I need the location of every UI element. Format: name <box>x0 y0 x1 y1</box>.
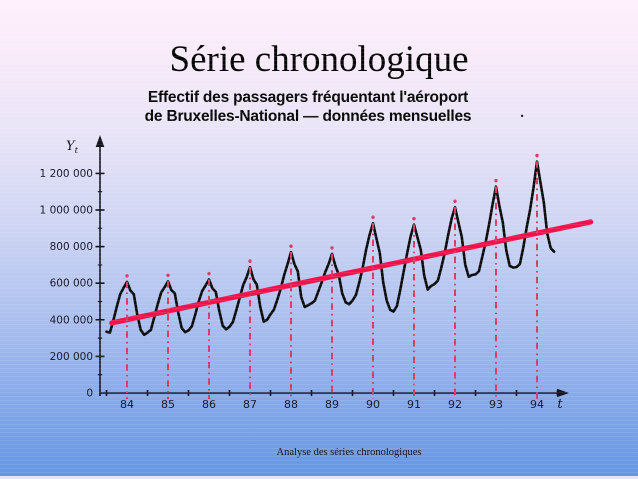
peak-dot <box>535 153 539 158</box>
x-tick-label: 94 <box>530 398 544 411</box>
y-tick-label: 1 000 000 <box>40 205 93 217</box>
chart-subtitle: Effectif des passagers fréquentant l'aér… <box>0 88 627 126</box>
peak-dot <box>453 199 457 203</box>
x-tick-label: 85 <box>161 398 175 411</box>
page-title: Série chronologique <box>169 39 469 80</box>
y-tick-label: 400 000 <box>50 314 93 326</box>
x-tick-label: 90 <box>366 398 380 411</box>
x-tick-label: 86 <box>202 398 216 411</box>
peak-dot <box>166 273 170 278</box>
y-tick-label: 1 200 000 <box>40 168 93 180</box>
y-axis-label: Yt <box>66 139 79 156</box>
x-tick-label: 91 <box>407 398 421 411</box>
passenger-series-line <box>105 160 556 337</box>
peak-dot <box>125 274 129 278</box>
bottom-edge-highlight <box>0 476 638 479</box>
x-tick-label: 87 <box>243 398 257 411</box>
y-axis-arrow-icon <box>95 135 105 147</box>
x-tick-label: 89 <box>325 398 339 411</box>
footer-caption: Analyse des séries chronologiques <box>276 447 422 458</box>
peak-dot <box>371 215 375 219</box>
y-tick-label: 200 000 <box>50 351 93 363</box>
peak-dot <box>207 271 211 276</box>
y-tick-label: 800 000 <box>50 241 93 253</box>
trend-line <box>109 219 594 326</box>
stray-period-mark: . <box>520 104 525 121</box>
x-tick-label: 92 <box>448 398 462 411</box>
peak-dot <box>330 246 334 250</box>
y-tick-label: 600 000 <box>50 278 93 290</box>
x-axis-label: t <box>557 397 563 412</box>
peak-dot <box>412 216 416 221</box>
x-tick-label: 84 <box>120 398 134 411</box>
y-tick-label: 0 <box>86 388 93 400</box>
subtitle-line-2: de Bruxelles-National — données mensuell… <box>144 108 472 125</box>
peak-dot <box>289 244 293 248</box>
x-tick-label: 93 <box>489 398 503 411</box>
subtitle-line-1: Effectif des passagers fréquentant l'aér… <box>147 89 469 106</box>
x-axis-arrow-icon <box>557 388 569 398</box>
peak-dot <box>248 259 252 263</box>
x-tick-label: 88 <box>284 398 298 411</box>
peak-dot <box>494 178 498 183</box>
